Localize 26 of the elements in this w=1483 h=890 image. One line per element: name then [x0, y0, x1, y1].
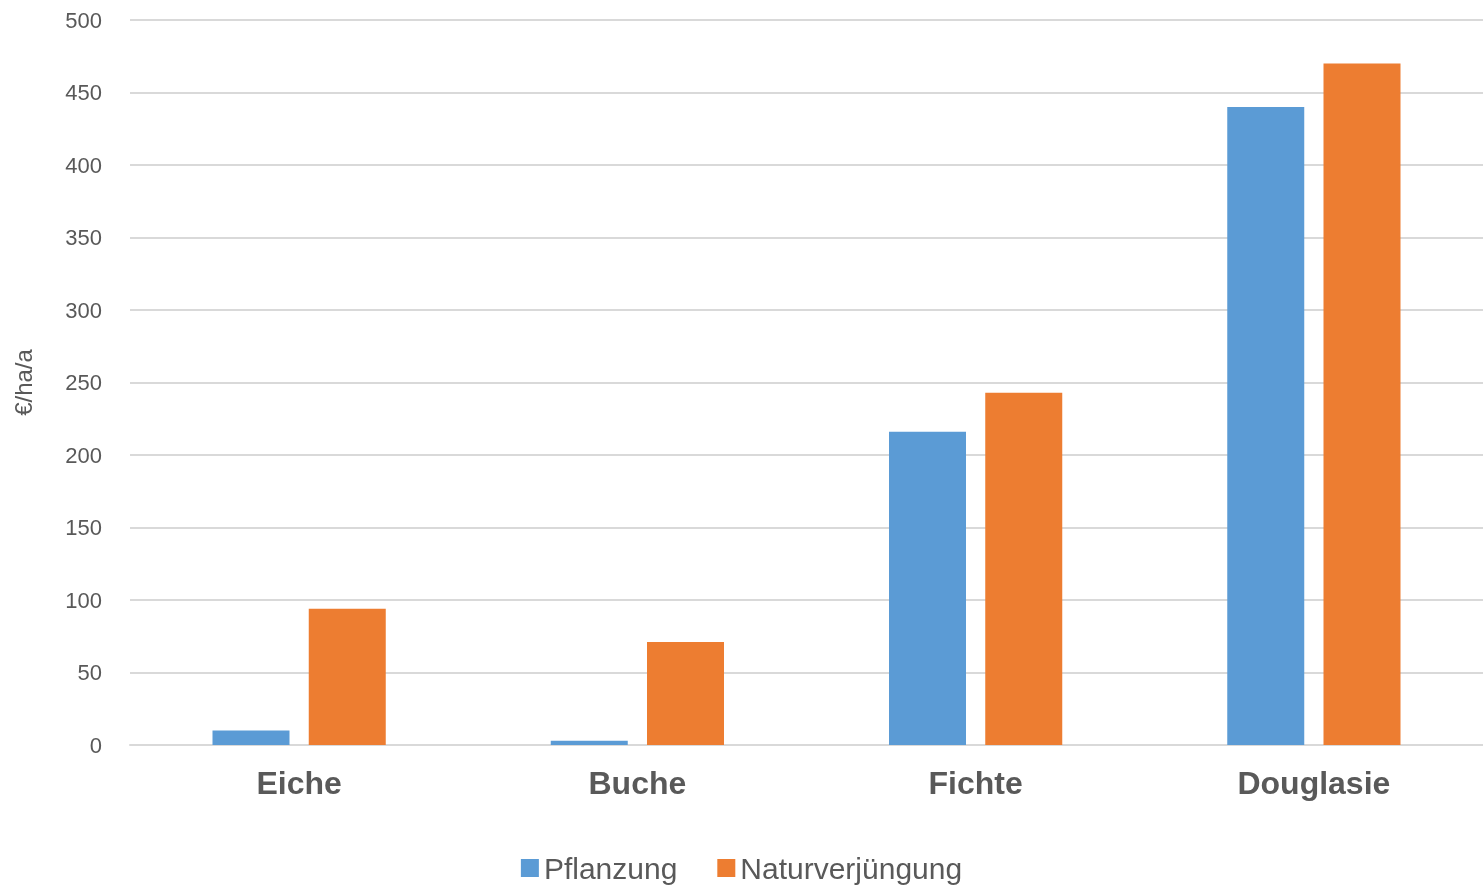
bar — [212, 730, 290, 745]
y-tick-label: 400 — [65, 152, 102, 178]
y-tick-label: 350 — [65, 225, 102, 250]
y-tick-label: 300 — [65, 297, 102, 323]
bar — [1323, 63, 1401, 745]
legend-label: Pflanzung — [543, 851, 678, 885]
y-tick-label: 150 — [65, 515, 102, 540]
bar — [647, 642, 724, 745]
x-tick-label: Eiche — [256, 765, 342, 801]
y-tick-label: 100 — [65, 587, 102, 613]
bar — [889, 431, 966, 745]
y-tick-label: 50 — [77, 660, 102, 685]
bar — [550, 740, 628, 745]
y-tick-label: 250 — [65, 370, 102, 395]
legend-label: Naturverjüngung — [740, 851, 963, 885]
x-tick-label: Buche — [588, 765, 687, 801]
y-axis-title: €/ha/a — [9, 348, 37, 416]
y-tick-label: 200 — [65, 442, 102, 468]
bar — [985, 392, 1063, 745]
bar — [1227, 107, 1305, 745]
x-tick-label: Fichte — [928, 765, 1023, 801]
y-tick-label: 0 — [89, 732, 102, 758]
y-tick-label: 500 — [65, 7, 102, 33]
bar — [308, 608, 386, 745]
y-tick-label: 450 — [65, 80, 102, 105]
x-tick-label: Douglasie — [1237, 765, 1391, 801]
